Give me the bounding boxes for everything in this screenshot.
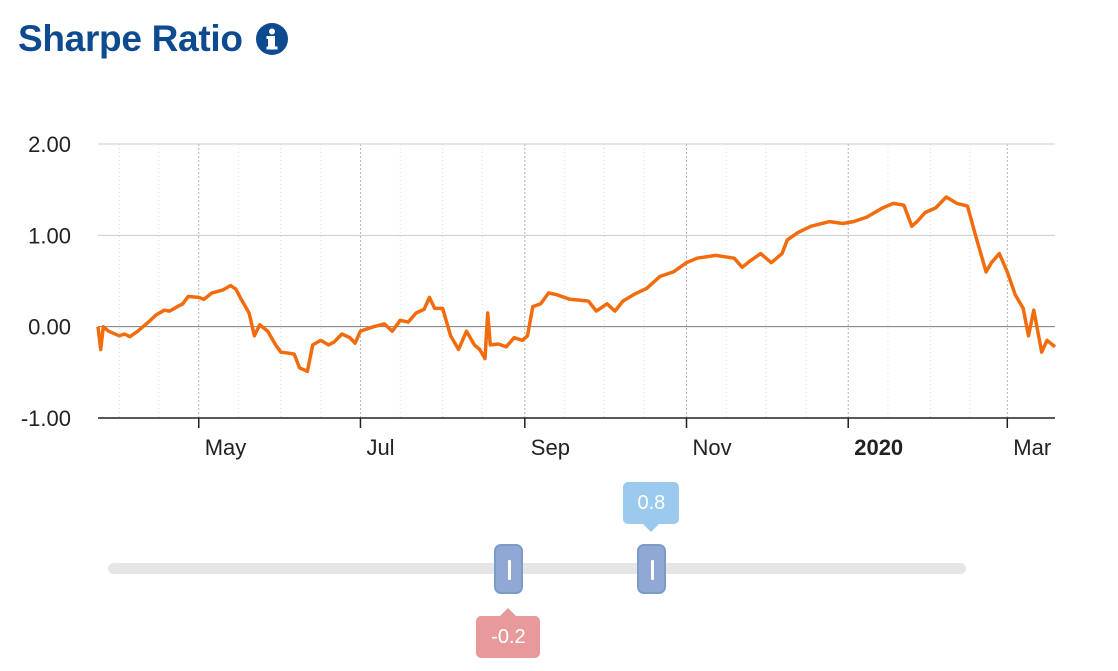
grip-icon	[507, 560, 511, 580]
y-tick-label: 1.00	[28, 223, 71, 248]
x-tick-label: 2020	[854, 435, 903, 460]
x-axis-labels: May Jul Sep Nov 2020 Mar	[205, 435, 1051, 460]
slider-handle-high[interactable]	[636, 544, 666, 594]
x-tick-label: Mar	[1013, 435, 1051, 460]
chart-title: Sharpe Ratio	[18, 18, 243, 59]
vertical-gridlines	[118, 144, 1008, 418]
y-tick-label: 2.00	[28, 132, 71, 157]
low-value-tooltip: -0.2	[476, 608, 541, 658]
x-axis-ticks	[197, 418, 1009, 428]
x-tick-label: May	[205, 435, 247, 460]
grip-icon	[650, 560, 654, 580]
x-tick-label: Sep	[531, 435, 570, 460]
tooltip-arrow	[643, 524, 660, 532]
y-tick-label: 0.00	[28, 315, 71, 340]
high-value-label: 0.8	[637, 492, 666, 514]
y-tick-label: -1.00	[21, 406, 71, 431]
x-tick-label: Jul	[366, 435, 394, 460]
tooltip-arrow	[500, 608, 517, 616]
high-value-tooltip: 0.8	[623, 482, 680, 532]
x-tick-label: Nov	[693, 435, 732, 460]
slider-handle-low[interactable]	[493, 544, 523, 594]
title-row: Sharpe Ratio	[18, 18, 289, 60]
slider-track[interactable]	[108, 563, 966, 574]
info-circle-icon[interactable]	[255, 22, 289, 56]
y-axis-labels: 2.00 1.00 0.00 -1.00	[21, 132, 71, 431]
horizontal-gridlines	[98, 143, 1055, 419]
low-value-label: -0.2	[491, 626, 526, 648]
series-line	[96, 195, 1057, 374]
sharpe-ratio-chart: 2.00 1.00 0.00 -1.00 May Jul Sep Nov 2020 Mar	[21, 132, 1057, 460]
